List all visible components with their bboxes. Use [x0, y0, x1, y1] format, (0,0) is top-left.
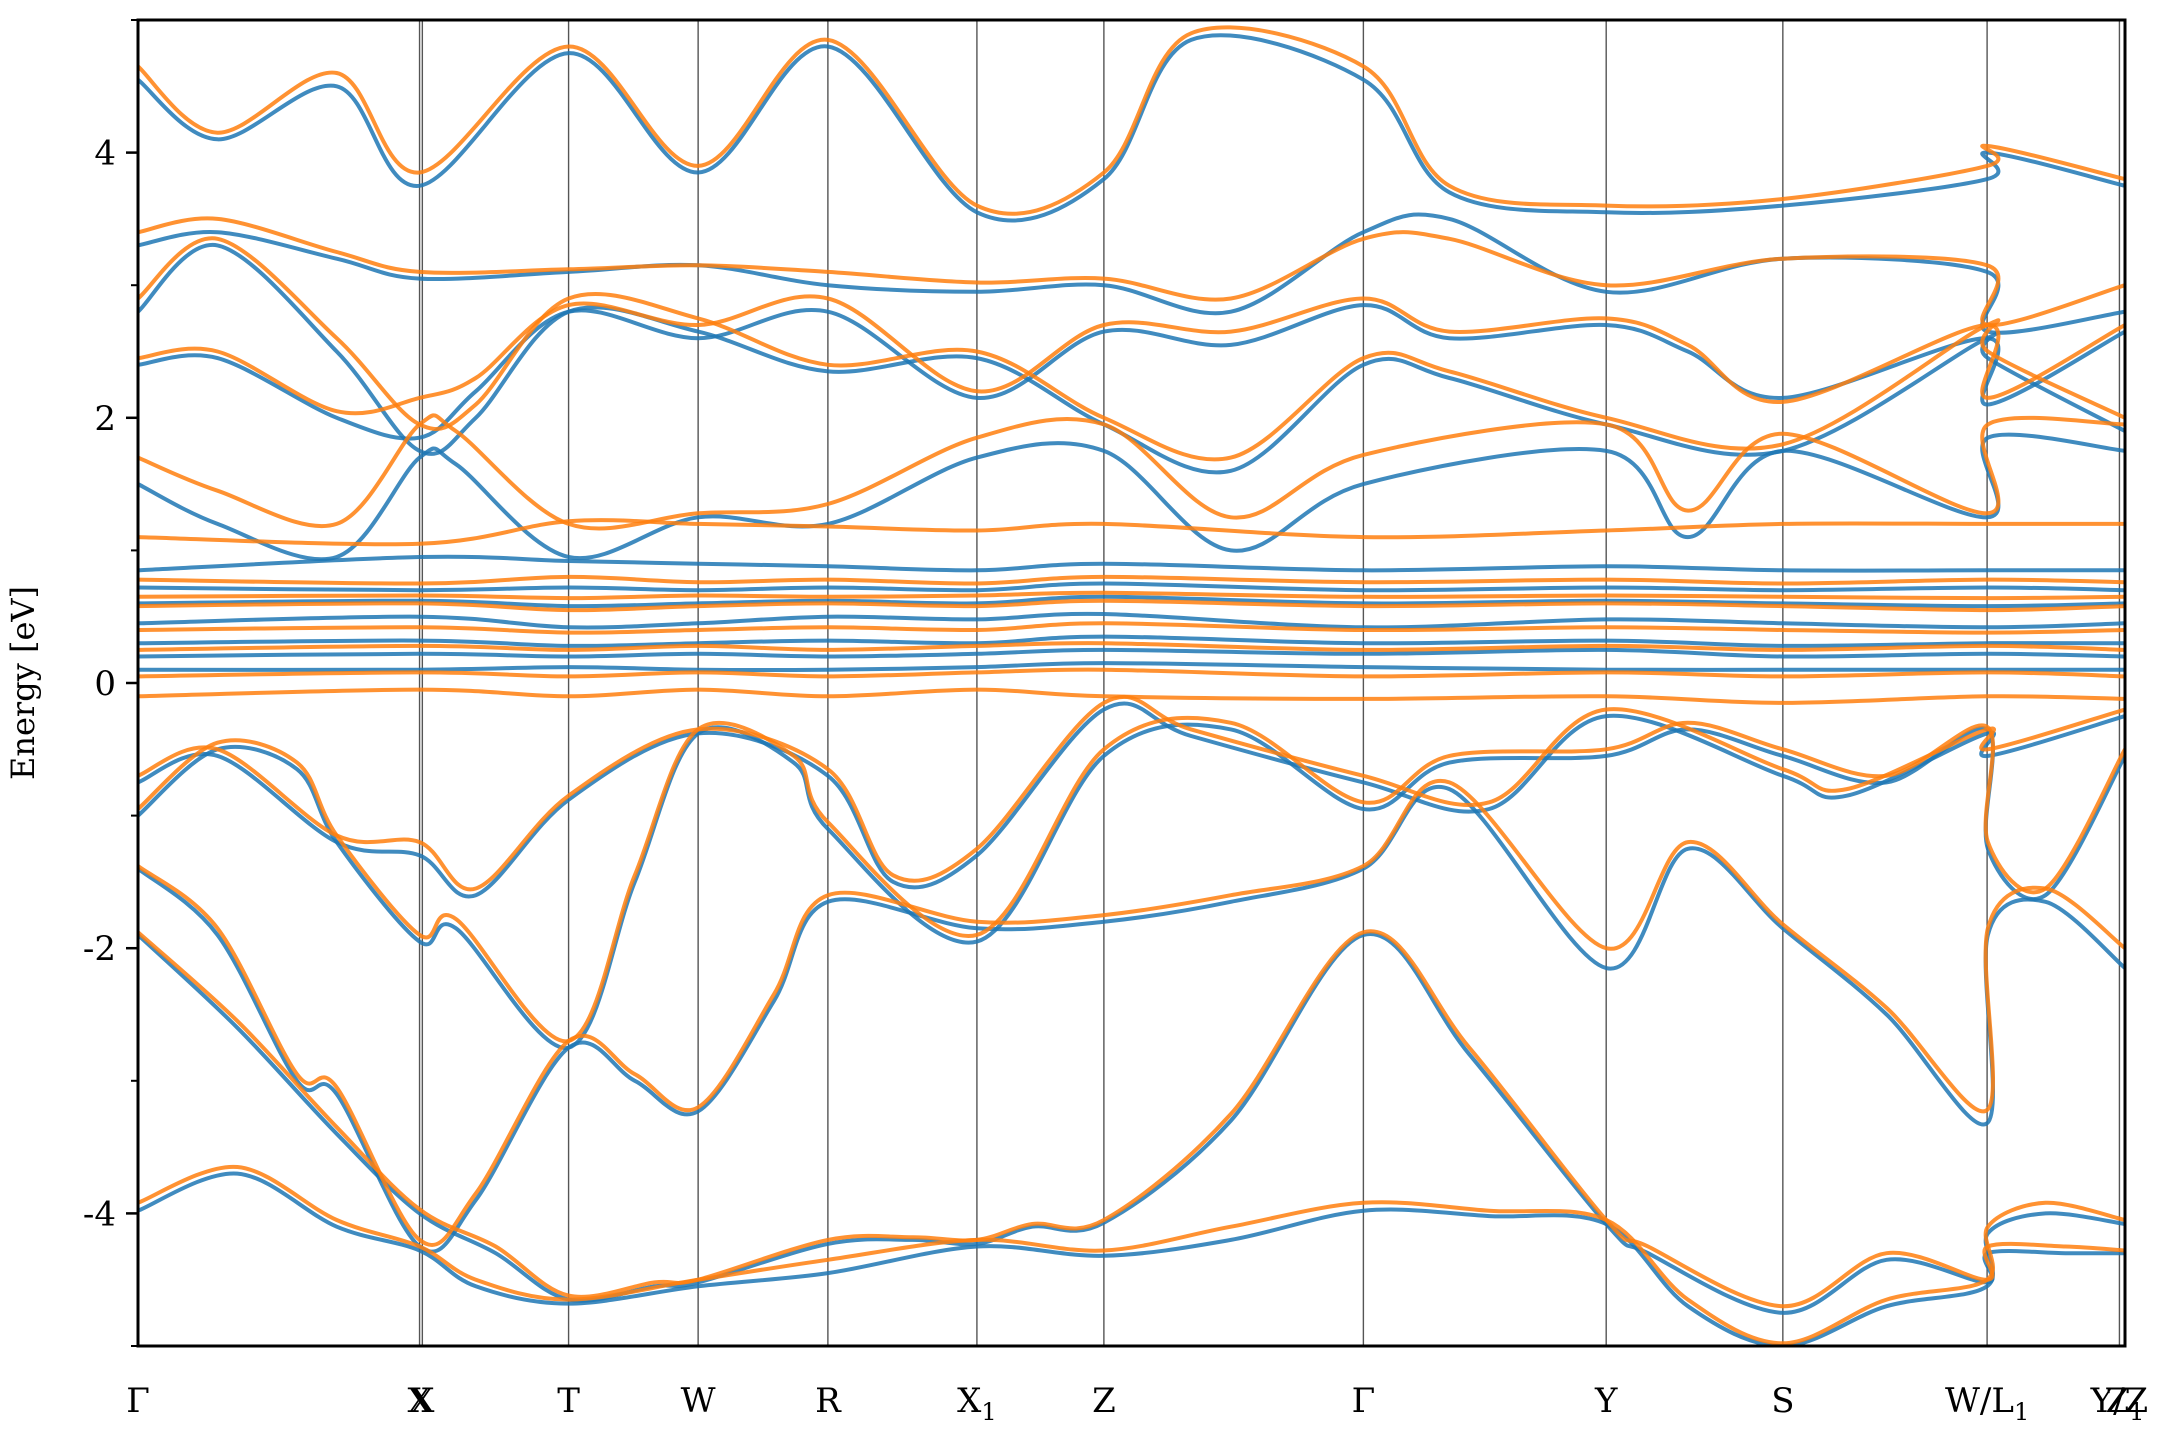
y-tick-label: -4	[83, 1194, 116, 1234]
band-line	[138, 1171, 2125, 1346]
band-line	[138, 778, 2125, 1248]
x-tick-label: X	[410, 1381, 435, 1421]
band-line	[138, 634, 2125, 648]
band-line	[138, 594, 2125, 609]
band-line	[138, 303, 2125, 441]
x-tick-label: X1	[957, 1381, 997, 1426]
x-tick-label: W/L1	[1945, 1381, 2029, 1426]
band-line	[138, 621, 2125, 635]
high-symmetry-lines	[137, 20, 2126, 1346]
band-line	[138, 294, 2125, 416]
band-line	[138, 661, 2125, 673]
band-line	[138, 641, 2125, 652]
band-line	[138, 931, 2125, 1315]
y-tick-label: 0	[94, 664, 116, 704]
band-line	[138, 667, 2125, 679]
x-tick-label: Z1	[2106, 1381, 2145, 1426]
band-line	[138, 647, 2125, 659]
plot-frame	[136, 18, 2127, 1348]
band-line	[138, 243, 2125, 475]
band-line	[138, 236, 2125, 462]
x-tick-label: Γ	[1352, 1381, 1376, 1421]
band-line	[138, 432, 2125, 562]
band-line	[138, 574, 2125, 586]
x-tick-label: Y	[1594, 1381, 1618, 1421]
band-line	[138, 413, 2125, 531]
y-axis: -4 -2 0 2 4	[83, 19, 138, 1347]
band-line	[138, 554, 2125, 573]
band-line	[138, 598, 2125, 613]
band-lines	[138, 25, 2125, 1346]
band-line	[138, 1164, 2125, 1346]
x-tick-label: X	[407, 1381, 432, 1421]
band-line	[138, 33, 2125, 223]
x-tick-label: W	[681, 1381, 716, 1421]
y-tick-label: -2	[83, 929, 116, 969]
band-line	[138, 722, 2125, 1050]
band-line	[138, 581, 2125, 593]
band-line	[138, 694, 2125, 892]
band-line	[138, 611, 2125, 630]
x-tick-label: Z	[1092, 1381, 1116, 1421]
x-tick-label: R	[815, 1381, 842, 1421]
x-tick-label: Y/Z	[2090, 1381, 2149, 1421]
band-line	[138, 715, 2125, 1044]
band-line	[138, 518, 2125, 547]
y-tick-label: 4	[94, 134, 116, 174]
y-tick-label: 2	[94, 399, 116, 439]
band-line	[138, 701, 2125, 899]
band-line	[138, 929, 2125, 1309]
x-tick-label: S	[1771, 1381, 1794, 1421]
band-line	[138, 590, 2125, 601]
band-line	[138, 216, 2125, 328]
x-tick-label: T	[557, 1381, 580, 1421]
band-line	[138, 687, 2125, 705]
band-line	[138, 212, 2125, 335]
x-axis: Γ XX T W R X1 Z Γ Y S W/L1 Y/ZZ1	[126, 1381, 2148, 1426]
x-tick-label: Γ	[126, 1381, 150, 1421]
band-line	[138, 25, 2125, 216]
band-line	[138, 784, 2125, 1254]
y-axis-label: Energy [eV]	[4, 586, 42, 780]
